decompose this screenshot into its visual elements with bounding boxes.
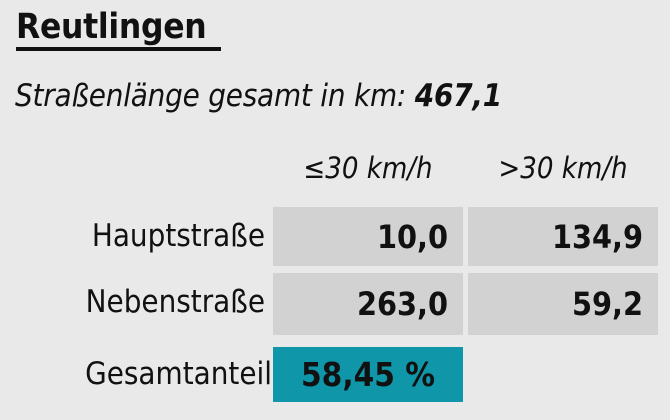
title-underline — [16, 47, 221, 51]
column-header-slow: ≤30 km/h — [303, 151, 433, 185]
cell-nebenstrasse-slow: 263,0 — [273, 273, 463, 335]
cell-gesamtanteil-value: 58,45 % — [273, 347, 463, 402]
page-title: Reutlingen — [16, 7, 207, 47]
subtitle: Straßenlänge gesamt in km: 467,1 — [15, 76, 502, 116]
subtitle-label: Straßenlänge gesamt in km: — [15, 78, 407, 114]
row-label-gesamtanteil: Gesamtanteil — [85, 356, 272, 392]
column-header-fast: >30 km/h — [498, 151, 628, 185]
cell-nebenstrasse-fast: 59,2 — [468, 273, 658, 335]
row-label-hauptstrasse: Hauptstraße — [91, 218, 265, 254]
total-length-value: 467,1 — [414, 78, 502, 114]
cell-hauptstrasse-slow: 10,0 — [273, 207, 463, 266]
cell-hauptstrasse-fast: 134,9 — [468, 207, 658, 266]
row-label-nebenstrasse: Nebenstraße — [85, 284, 265, 320]
